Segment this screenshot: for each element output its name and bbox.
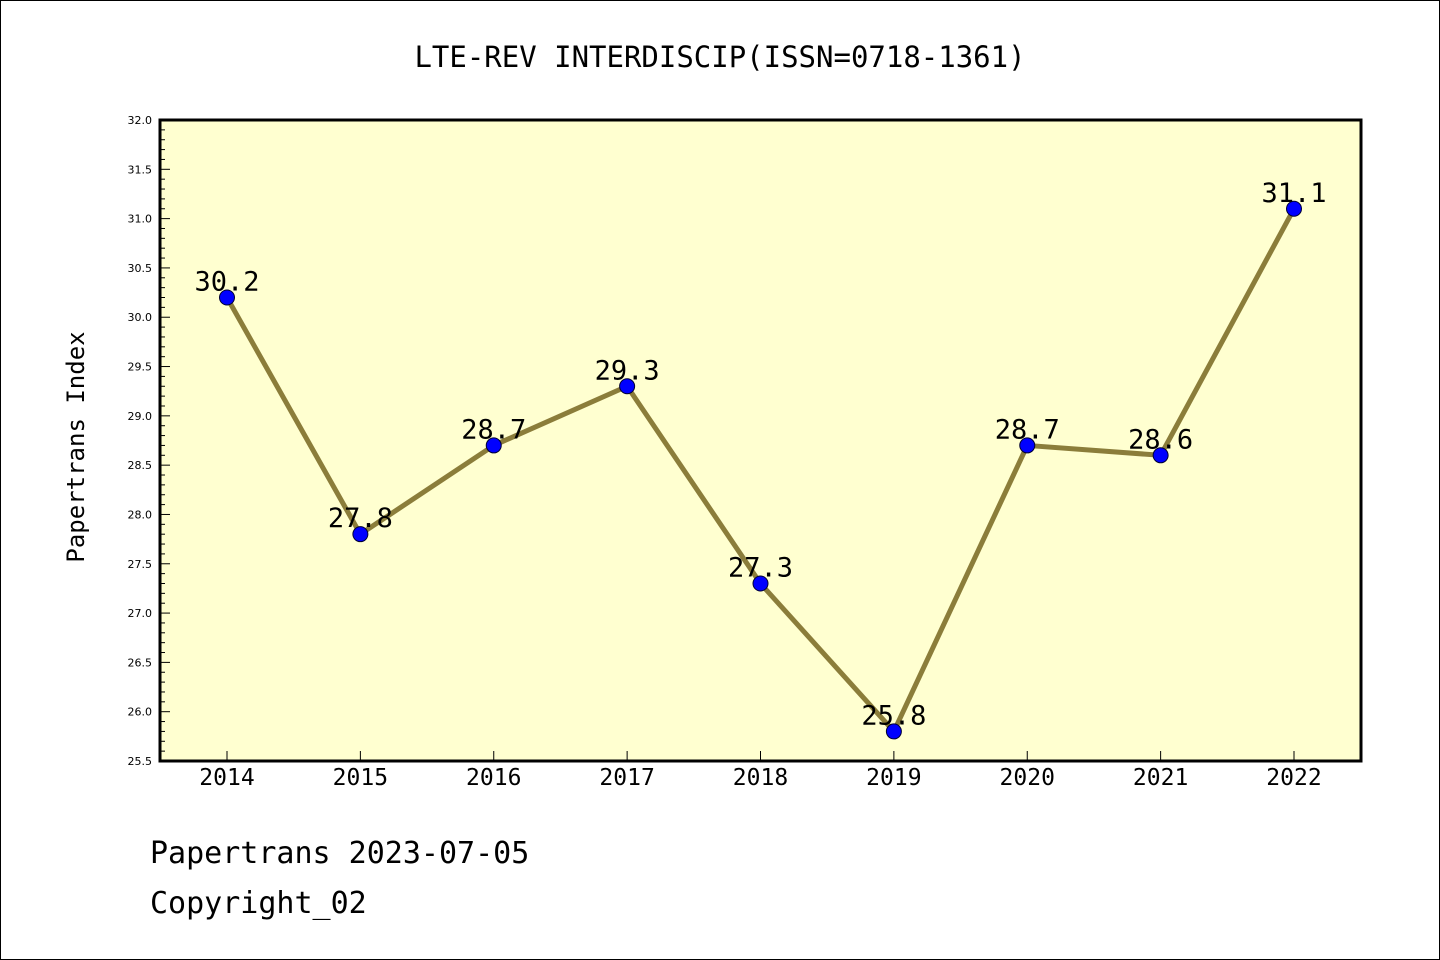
data-label: 28.7	[461, 414, 526, 445]
x-tick-label: 2018	[733, 765, 788, 791]
y-tick-label: 32.0	[128, 114, 153, 127]
data-point-marker	[1019, 437, 1036, 454]
y-tick-label: 29.0	[128, 410, 153, 423]
data-point-marker	[485, 437, 502, 454]
data-point-marker	[752, 575, 769, 592]
y-tick-label: 31.0	[128, 213, 153, 226]
footer-date: Papertrans 2023-07-05	[150, 836, 530, 871]
x-tick-label: 2022	[1266, 765, 1321, 791]
data-point-marker	[352, 526, 369, 543]
y-tick-label: 28.0	[128, 508, 153, 521]
data-point-marker	[219, 289, 235, 306]
x-tick-label: 2015	[333, 765, 388, 791]
y-tick-label: 31.5	[128, 163, 153, 176]
x-tick-label: 2021	[1133, 765, 1188, 791]
x-tick-label: 2020	[1000, 765, 1055, 791]
y-tick-label: 30.0	[128, 311, 153, 324]
y-axis: 25.5 26.0 26.5 27.0 27.5 28.0 28.5 29.0 29.5 30.0…	[128, 114, 170, 768]
data-label: 31.1	[1261, 178, 1326, 209]
data-label: 28.6	[1128, 424, 1193, 455]
y-tick-label: 27.0	[128, 607, 153, 620]
data-label: 29.3	[595, 355, 660, 386]
x-axis: 2014 2015 2016 2017 2018 2019 2020 2021 2022	[199, 751, 1322, 791]
x-tick-label: 2017	[599, 765, 654, 791]
data-label: 27.3	[728, 552, 793, 583]
data-label: 27.8	[328, 503, 393, 534]
plot-area	[158, 118, 1363, 763]
data-point-marker	[619, 378, 636, 395]
y-tick-label: 30.5	[128, 262, 153, 275]
y-axis-label: Papertrans Index	[62, 331, 90, 562]
chart-title: LTE-REV INTERDISCIP(ISSN=0718-1361)	[414, 40, 1025, 74]
y-tick-label: 26.0	[128, 706, 153, 719]
y-tick-label: 26.5	[128, 656, 153, 669]
y-tick-label: 25.5	[128, 755, 153, 768]
y-tick-label: 29.5	[128, 361, 153, 374]
data-label: 28.7	[995, 414, 1060, 445]
y-tick-label: 27.5	[128, 558, 153, 571]
data-point-marker	[885, 723, 902, 740]
x-tick-label: 2014	[199, 765, 254, 791]
data-series: 30.2 27.8 28.7 29.3 27.3 25.8 28.7 28.6 31.1	[194, 178, 1327, 740]
y-tick-label: 28.5	[128, 459, 153, 472]
x-tick-label: 2016	[466, 765, 521, 791]
data-point-marker	[1286, 200, 1302, 217]
data-point-marker	[1152, 447, 1169, 464]
x-tick-label: 2019	[866, 765, 921, 791]
data-label: 25.8	[861, 700, 926, 731]
footer-copyright: Copyright_02	[150, 886, 367, 921]
data-label: 30.2	[194, 267, 259, 298]
